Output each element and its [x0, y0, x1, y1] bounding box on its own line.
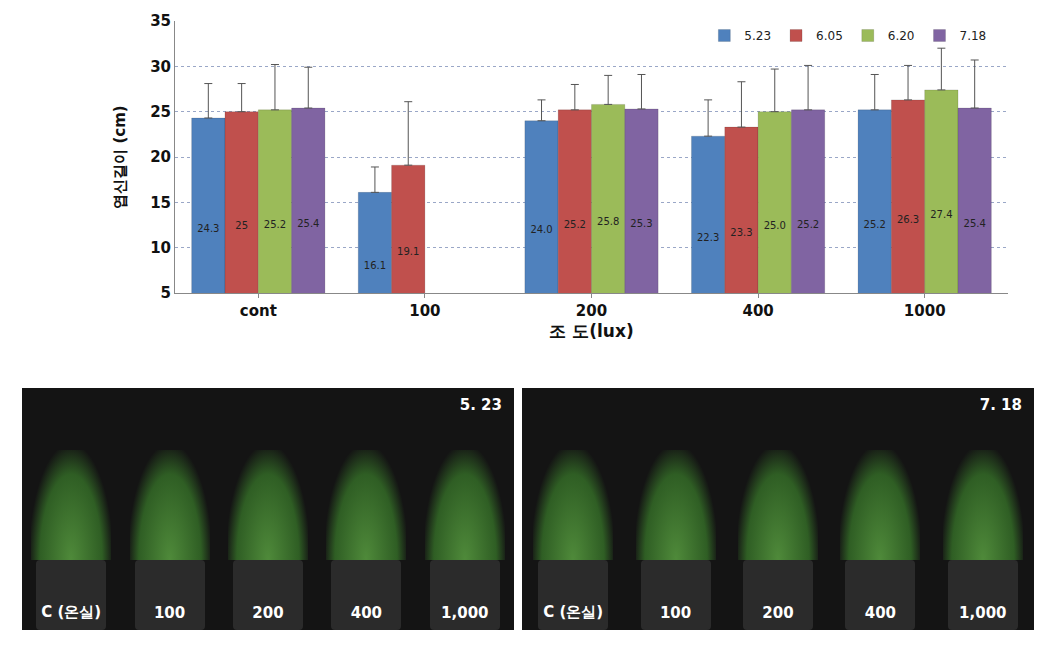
html-text:7. 18: 7. 18: [979, 396, 1022, 414]
svg-text:19.1: 19.1: [397, 246, 419, 257]
svg-text:25.2: 25.2: [264, 219, 286, 230]
svg-text:400: 400: [742, 302, 773, 320]
svg-text:10: 10: [150, 239, 171, 257]
svg-text:25.4: 25.4: [297, 218, 319, 229]
svg-text:25: 25: [235, 220, 248, 231]
svg-text:200: 200: [576, 302, 607, 320]
svg-text:25.2: 25.2: [797, 219, 819, 230]
svg-text:24.0: 24.0: [530, 224, 552, 235]
html-text:5. 23: 5. 23: [459, 396, 502, 414]
svg-text:1000: 1000: [904, 302, 946, 320]
svg-text:22.3: 22.3: [697, 232, 719, 243]
svg-text:35: 35: [150, 12, 171, 30]
svg-text:엽신길이 (cm): 엽신길이 (cm): [111, 105, 129, 208]
svg-text:16.1: 16.1: [364, 260, 386, 271]
svg-text:100: 100: [409, 302, 440, 320]
svg-text:6.05: 6.05: [816, 29, 843, 43]
html-text:1,000: 1,000: [441, 604, 489, 622]
svg-text:cont: cont: [240, 302, 277, 320]
html-text:C (온실): C (온실): [41, 603, 102, 621]
svg-text:6.20: 6.20: [888, 29, 915, 43]
svg-text:5.23: 5.23: [744, 29, 771, 43]
svg-text:조 도(lux): 조 도(lux): [549, 321, 633, 341]
html-text:1,000: 1,000: [959, 604, 1007, 622]
html-text:200: 200: [252, 604, 284, 622]
svg-text:15: 15: [150, 194, 171, 212]
html-text:100: 100: [153, 604, 186, 622]
svg-text:24.3: 24.3: [197, 223, 219, 234]
svg-text:27.4: 27.4: [930, 209, 952, 220]
svg-text:7.18: 7.18: [959, 29, 986, 43]
svg-text:26.3: 26.3: [897, 214, 919, 225]
svg-text:25.8: 25.8: [597, 216, 619, 227]
svg-text:25: 25: [150, 103, 171, 121]
html-text:100: 100: [659, 604, 692, 622]
svg-text:5: 5: [161, 284, 171, 302]
svg-text:30: 30: [150, 58, 171, 76]
html-text:400: 400: [864, 604, 896, 622]
svg-text:25.2: 25.2: [564, 219, 586, 230]
svg-text:25.4: 25.4: [964, 218, 986, 229]
svg-text:25.2: 25.2: [864, 219, 886, 230]
svg-text:23.3: 23.3: [730, 227, 752, 238]
html-text:200: 200: [762, 604, 794, 622]
svg-text:25.3: 25.3: [630, 218, 652, 229]
html-text:400: 400: [350, 604, 382, 622]
svg-text:25.0: 25.0: [764, 220, 786, 231]
svg-text:20: 20: [150, 148, 171, 166]
html-text:C (온실): C (온실): [543, 603, 604, 621]
